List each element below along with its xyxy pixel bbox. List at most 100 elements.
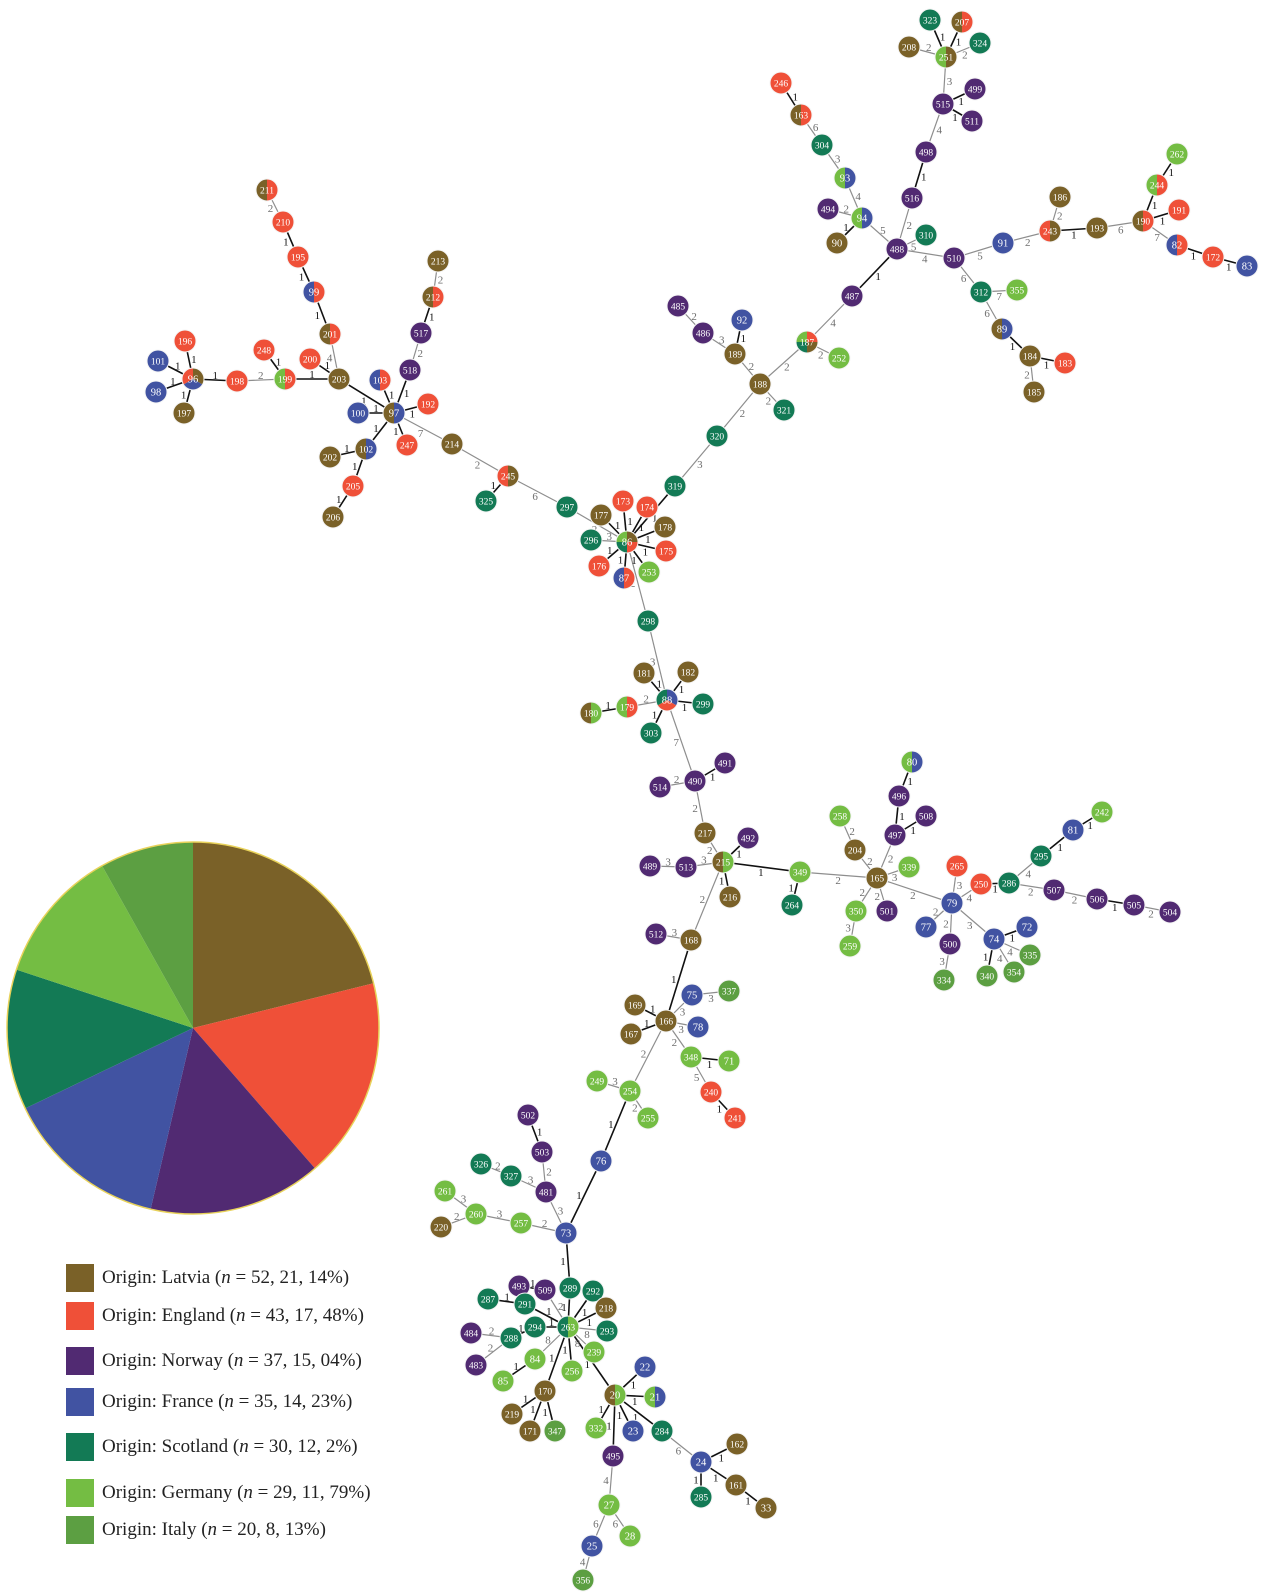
node-179: 179 [615,695,639,719]
node-248: 248 [252,338,276,362]
node-255: 255 [636,1106,660,1130]
node-91: 91 [991,231,1015,255]
node-outline [730,308,754,332]
node-fill-right [508,465,519,487]
node-285: 285 [689,1485,713,1509]
node-183: 183 [1053,351,1077,375]
node-label: 200 [303,356,318,366]
node-label: 505 [1127,902,1142,912]
node-292: 292 [581,1279,605,1303]
edge-weight-label: 2 [632,1102,638,1114]
node-fill [173,402,195,424]
node-fill [524,1348,546,1370]
node-label: 512 [649,931,664,941]
node-label: 187 [800,339,815,349]
edge-weight-label: 3 [939,956,945,968]
node-286: 286 [997,871,1021,895]
node-265: 265 [945,854,969,878]
node-label: 190 [1136,218,1151,228]
node-outline [875,899,899,923]
node-fill [598,1494,620,1516]
node-outline [914,804,938,828]
edge-weight-label: 1 [657,678,663,690]
node-fill [961,110,983,132]
node-outline [990,317,1014,341]
node-outline [464,1202,488,1226]
edge-weight-label: 2 [268,203,274,215]
node-243: 243 [1038,219,1062,243]
node-fill-wedge [627,531,638,542]
node-515: 515 [931,92,955,116]
legend-item-germany: Origin: Germany (n = 29, 11, 79%) [66,1479,371,1507]
node-299: 299 [691,692,715,716]
edge-weight-label: 6 [813,122,819,134]
legend-item-norway: Origin: Norway (n = 37, 15, 04%) [66,1347,362,1375]
node-fill-right [394,402,405,424]
edge-weight-label: 1 [631,555,637,567]
node-fill [718,1050,740,1072]
edge-weight-label: 1 [549,1352,555,1364]
node-outline [789,103,813,127]
node-fill [410,322,432,344]
node-fill [692,693,714,715]
node-outline [555,495,579,519]
node-label: 176 [592,563,607,573]
edge-weight-label: 6 [532,491,538,503]
node-244: 244 [1145,173,1169,197]
edge-weight-label: 1 [560,1256,566,1268]
node-outline [1085,887,1109,911]
node-504: 504 [1158,900,1182,924]
node-77: 77 [914,915,938,939]
node-fill [561,1360,583,1382]
node-fill [970,873,992,895]
node-494: 494 [816,197,840,221]
node-outline [1145,173,1169,197]
edge-weight-label: 1 [983,952,989,964]
node-outline [718,885,742,909]
edge-weight-label: 3 [719,334,725,346]
node-fill-left [497,465,508,487]
node-510: 510 [942,246,966,270]
node-outline [1038,219,1062,243]
edge-weight-label: 7 [1154,232,1160,244]
legend-prefix: Origin: France ( [102,1391,225,1412]
node-outline [885,237,909,261]
node-label: 96 [188,375,199,386]
edge-weight-label: 3 [708,993,714,1005]
node-23: 23 [621,1419,645,1443]
node-label: 499 [968,86,983,96]
edge-weight-label: 1 [585,1359,591,1371]
node-label: 286 [1002,880,1017,890]
node-label: 504 [1163,909,1178,919]
node-517: 517 [409,321,433,345]
edge-weight-label: 1 [1044,359,1050,371]
node-175: 175 [654,539,678,563]
node-outline [725,1432,749,1456]
edge-weight-label: 1 [644,1018,650,1030]
node-90: 90 [825,231,849,255]
node-340: 340 [975,964,999,988]
node-outline [571,1568,595,1592]
node-outline [883,823,907,847]
node-outline [601,1444,625,1468]
node-fill [888,785,910,807]
node-fill [651,1420,673,1442]
node-label: 97 [389,409,400,420]
node-label: 261 [438,1188,453,1198]
node-fill-left [274,368,285,390]
edge-weight-label: 1 [1010,341,1016,353]
node-fill [1202,246,1224,268]
node-label: 79 [947,899,958,910]
node-outline [654,539,678,563]
node-fill-wedge [616,531,627,542]
legend-prefix: Origin: Latvia ( [102,1267,222,1288]
node-outline [914,915,938,939]
edge-weight-label: 2 [475,459,481,471]
node-label: 514 [653,784,668,794]
node-outline [724,1473,748,1497]
node-fill [399,359,421,381]
node-fill [1123,894,1145,916]
node-fill [501,1403,523,1425]
node-outline [636,609,660,633]
edge [690,861,724,941]
